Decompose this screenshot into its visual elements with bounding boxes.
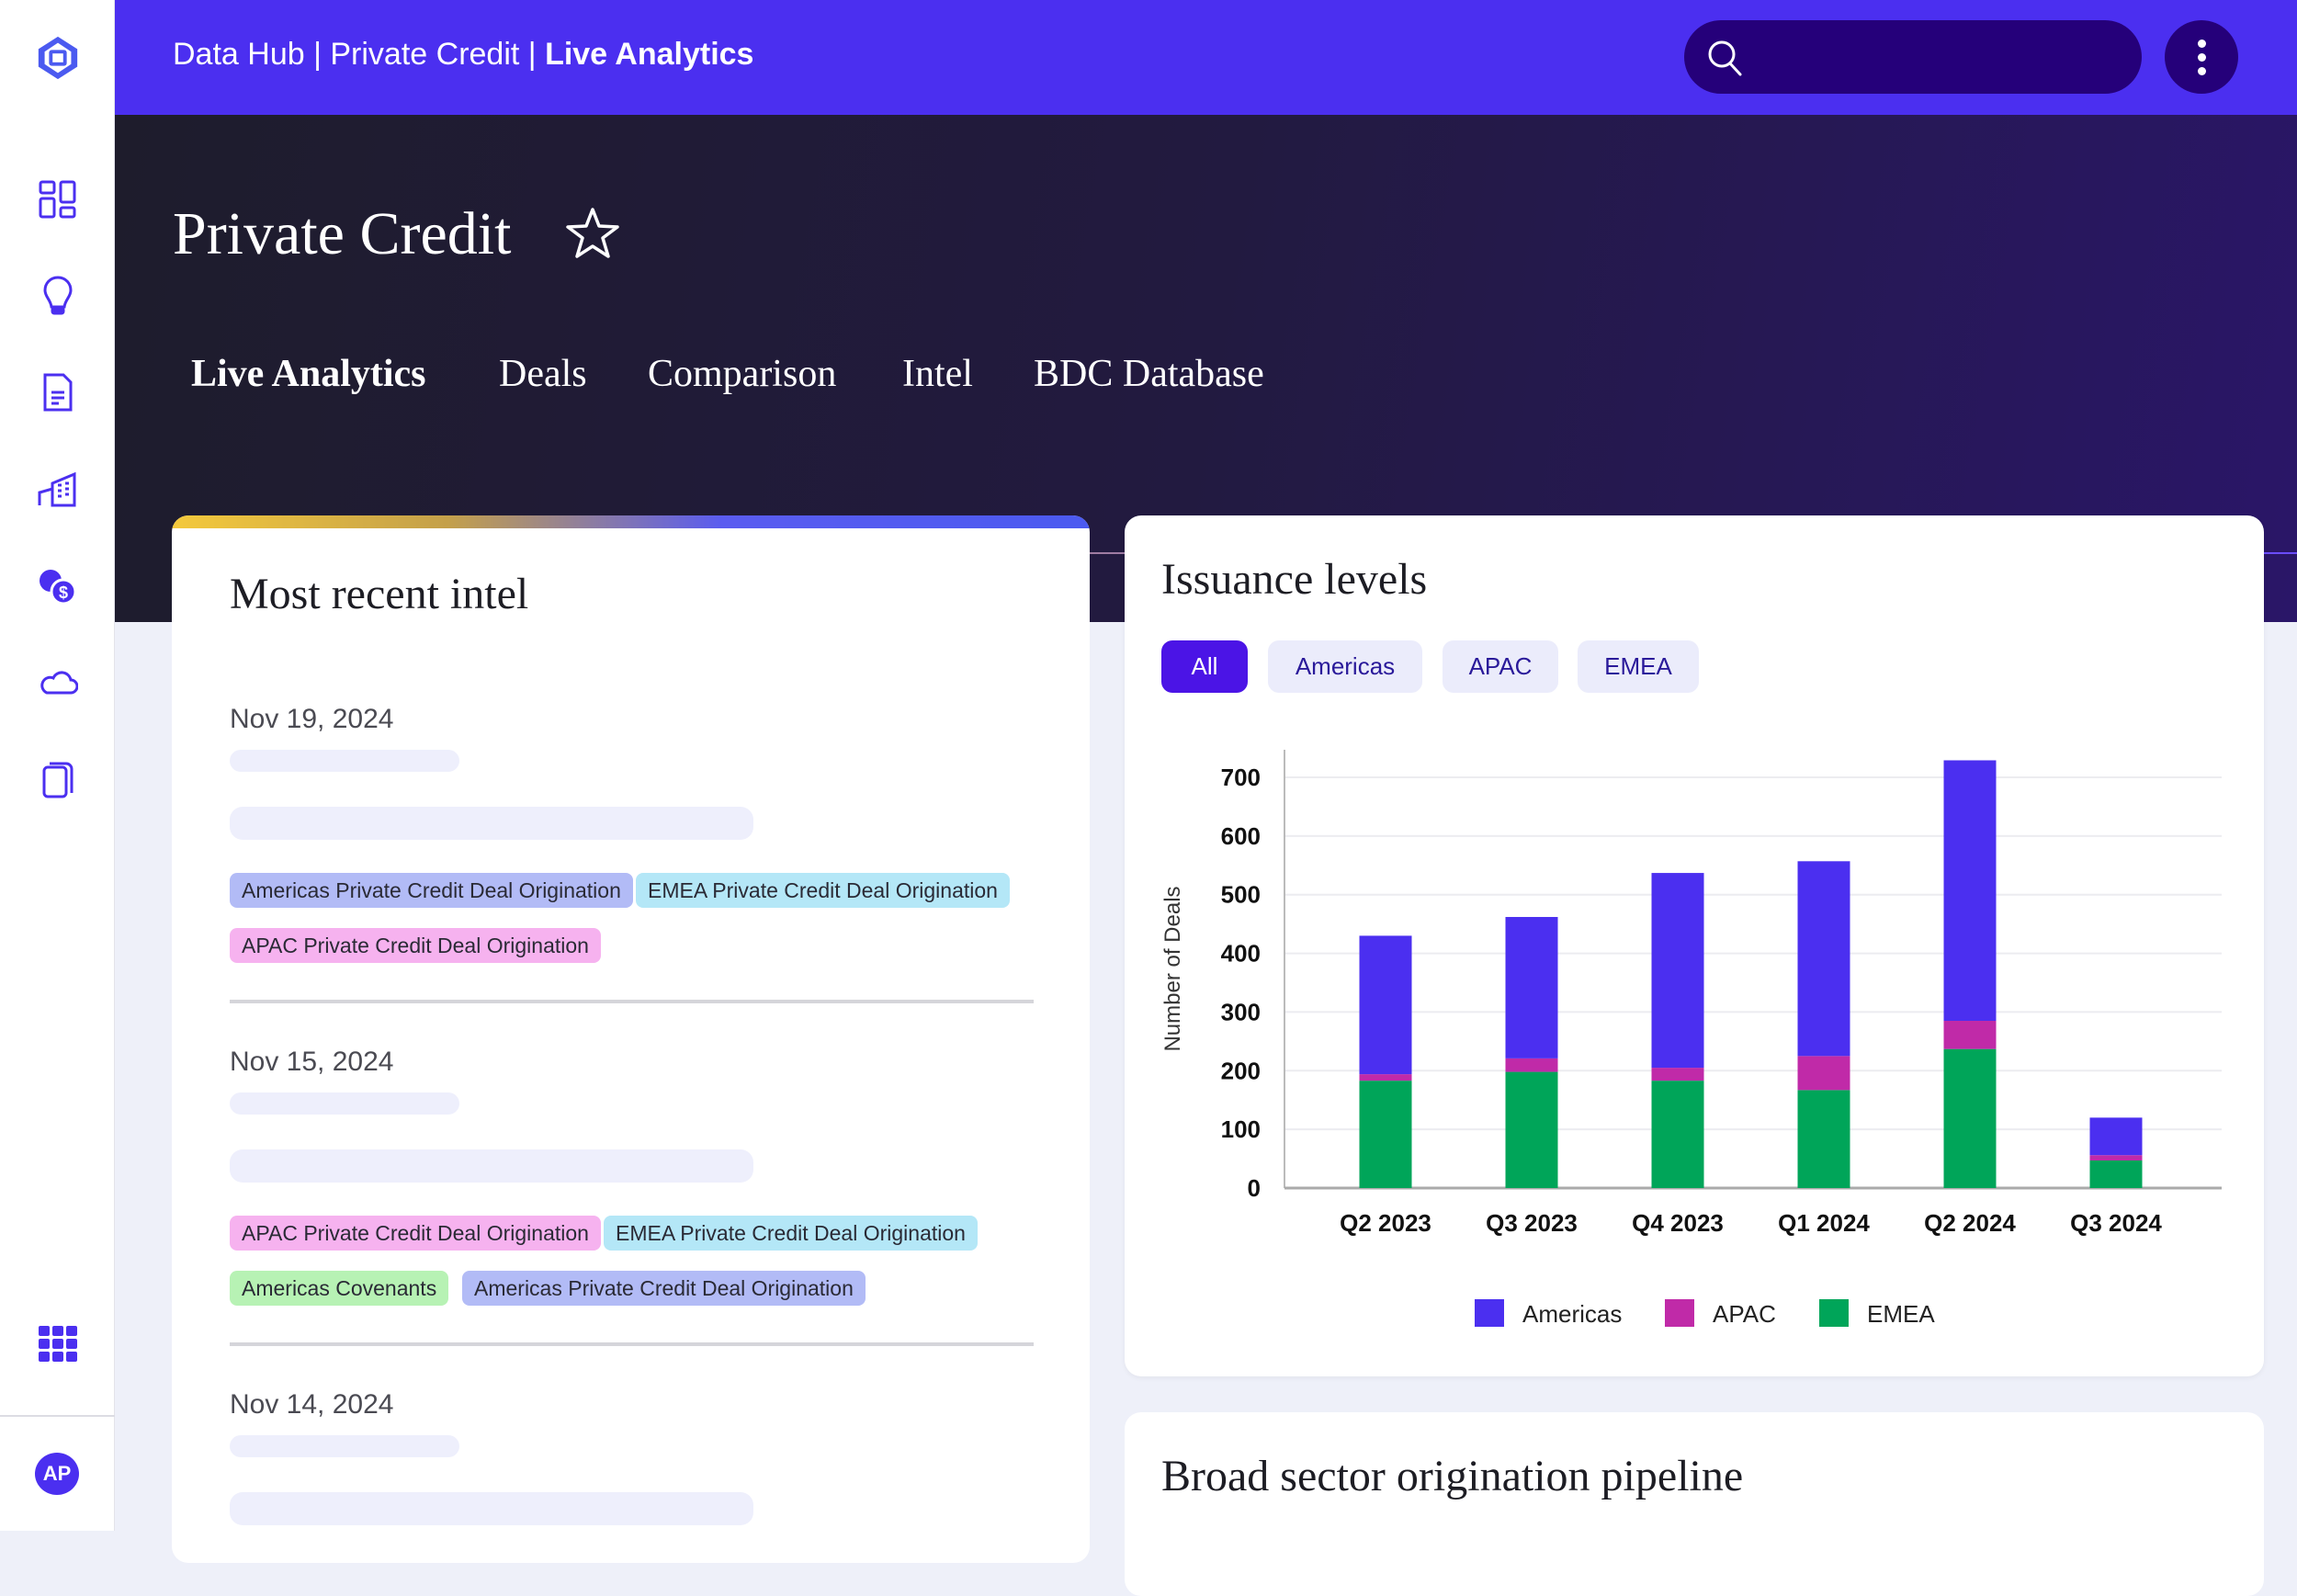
loading-skeleton — [230, 1435, 459, 1457]
top-bar: Data Hub | Private Credit | Live Analyti… — [115, 0, 2297, 115]
favorite-star-icon[interactable] — [565, 207, 620, 260]
bar-emea — [1359, 1081, 1412, 1188]
cloud-icon[interactable] — [35, 660, 81, 706]
tag-americas-covenants[interactable]: Americas Covenants — [230, 1271, 449, 1306]
origination-pipeline-card: Broad sector origination pipeline — [1125, 1412, 2264, 1596]
tag-emea-deal-origination[interactable]: EMEA Private Credit Deal Origination — [604, 1216, 978, 1251]
bar-apac — [1359, 1074, 1412, 1081]
y-tick-label: 200 — [1221, 1057, 1261, 1084]
document-icon[interactable] — [35, 369, 81, 415]
tab-bar: Live Analytics Deals Comparison Intel BD… — [173, 352, 2297, 444]
tag-apac-deal-origination[interactable]: APAC Private Credit Deal Origination — [230, 928, 601, 963]
loading-skeleton — [230, 807, 753, 840]
legend-swatch-apac — [1665, 1299, 1694, 1327]
y-tick-label: 0 — [1248, 1174, 1261, 1202]
x-tick-label: Q3 2024 — [2070, 1209, 2162, 1237]
card-title: Broad sector origination pipeline — [1161, 1452, 1744, 1500]
bar-apac — [1651, 1068, 1704, 1081]
most-recent-intel-card: Most recent intel Nov 19, 2024 Americas … — [172, 515, 1090, 1563]
tab-deals[interactable]: Deals — [499, 353, 587, 395]
legend-label-apac: APAC — [1713, 1300, 1776, 1328]
loading-skeleton — [230, 1492, 753, 1525]
bar-emea — [1651, 1081, 1704, 1188]
card-title: Most recent intel — [230, 570, 529, 618]
bar-emea — [2089, 1160, 2143, 1188]
bar-emea — [1797, 1090, 1850, 1188]
filter-all-button[interactable]: All — [1161, 640, 1248, 693]
loading-skeleton — [230, 750, 459, 772]
y-tick-label: 400 — [1221, 940, 1261, 968]
intel-date: Nov 19, 2024 — [230, 704, 394, 734]
intel-date: Nov 15, 2024 — [230, 1047, 394, 1077]
svg-text:$: $ — [59, 583, 68, 602]
tag-apac-deal-origination[interactable]: APAC Private Credit Deal Origination — [230, 1216, 601, 1251]
lightbulb-icon[interactable] — [35, 273, 81, 319]
apps-grid-icon[interactable] — [35, 1321, 81, 1367]
x-tick-label: Q2 2024 — [1924, 1209, 2016, 1237]
more-menu-button[interactable] — [2165, 20, 2238, 94]
tag-emea-deal-origination[interactable]: EMEA Private Credit Deal Origination — [636, 873, 1010, 908]
divider — [230, 1000, 1034, 1003]
companies-icon[interactable] — [35, 466, 81, 512]
tag-americas-deal-origination[interactable]: Americas Private Credit Deal Origination — [462, 1271, 866, 1306]
filter-apac-button[interactable]: APAC — [1443, 640, 1558, 693]
filter-emea-button[interactable]: EMEA — [1578, 640, 1699, 693]
y-tick-label: 100 — [1221, 1115, 1261, 1143]
filter-americas-button[interactable]: Americas — [1268, 640, 1422, 693]
divider — [230, 1342, 1034, 1346]
search-input[interactable] — [1684, 20, 2142, 94]
intel-date: Nov 14, 2024 — [230, 1389, 394, 1420]
currency-icon[interactable]: $ — [35, 563, 81, 609]
sidebar: $ AP — [0, 0, 115, 1531]
bar-americas — [2089, 1117, 2143, 1156]
user-avatar[interactable]: AP — [35, 1453, 79, 1495]
page-title: Private Credit — [173, 200, 512, 267]
legend-swatch-americas — [1475, 1299, 1504, 1327]
bar-americas — [1797, 861, 1850, 1057]
search-icon — [1708, 40, 1742, 76]
tab-bdc-database[interactable]: BDC Database — [1034, 353, 1264, 395]
tab-live-analytics[interactable]: Live Analytics — [191, 353, 426, 395]
tab-intel[interactable]: Intel — [902, 353, 973, 395]
y-tick-label: 600 — [1221, 822, 1261, 850]
bar-apac — [1797, 1056, 1850, 1091]
bar-apac — [1505, 1058, 1558, 1072]
bar-apac — [2089, 1155, 2143, 1160]
y-axis-label: Number of Deals — [1160, 886, 1185, 1051]
bar-americas — [1651, 873, 1704, 1069]
tab-comparison[interactable]: Comparison — [648, 353, 837, 395]
x-tick-label: Q1 2024 — [1778, 1209, 1870, 1237]
y-tick-label: 300 — [1221, 998, 1261, 1025]
legend-label-emea: EMEA — [1867, 1300, 1935, 1328]
bar-americas — [1505, 916, 1558, 1058]
bar-americas — [1943, 760, 1997, 1022]
loading-skeleton — [230, 1149, 753, 1183]
loading-skeleton — [230, 1092, 459, 1115]
tag-americas-deal-origination[interactable]: Americas Private Credit Deal Origination — [230, 873, 633, 908]
breadcrumb-data-hub[interactable]: Data Hub — [173, 37, 305, 72]
bar-americas — [1359, 935, 1412, 1075]
y-tick-label: 700 — [1221, 764, 1261, 791]
legend-swatch-emea — [1819, 1299, 1849, 1327]
breadcrumb-live-analytics: Live Analytics — [545, 37, 754, 72]
bar-emea — [1505, 1071, 1558, 1188]
x-tick-label: Q2 2023 — [1340, 1209, 1431, 1237]
legend-label-americas: Americas — [1522, 1300, 1622, 1328]
x-tick-label: Q3 2023 — [1486, 1209, 1578, 1237]
sidebar-divider — [0, 1415, 115, 1417]
dashboard-icon[interactable] — [35, 176, 81, 222]
x-tick-label: Q4 2023 — [1632, 1209, 1724, 1237]
card-title: Issuance levels — [1161, 555, 1428, 604]
logo-icon[interactable] — [35, 35, 81, 81]
bar-emea — [1943, 1048, 1997, 1188]
bar-apac — [1943, 1021, 1997, 1049]
issuance-chart: 0 100 200 300 400 500 600 700 Number of Deals Q2 … — [1160, 750, 2222, 1328]
breadcrumb-private-credit[interactable]: | Private Credit | — [313, 37, 537, 72]
collections-icon[interactable] — [35, 756, 81, 802]
issuance-levels-card: Issuance levels All Americas APAC EMEA 0… — [1125, 515, 2264, 1376]
y-tick-label: 500 — [1221, 881, 1261, 909]
breadcrumb: Data Hub | Private Credit | Live Analyti… — [173, 37, 753, 73]
